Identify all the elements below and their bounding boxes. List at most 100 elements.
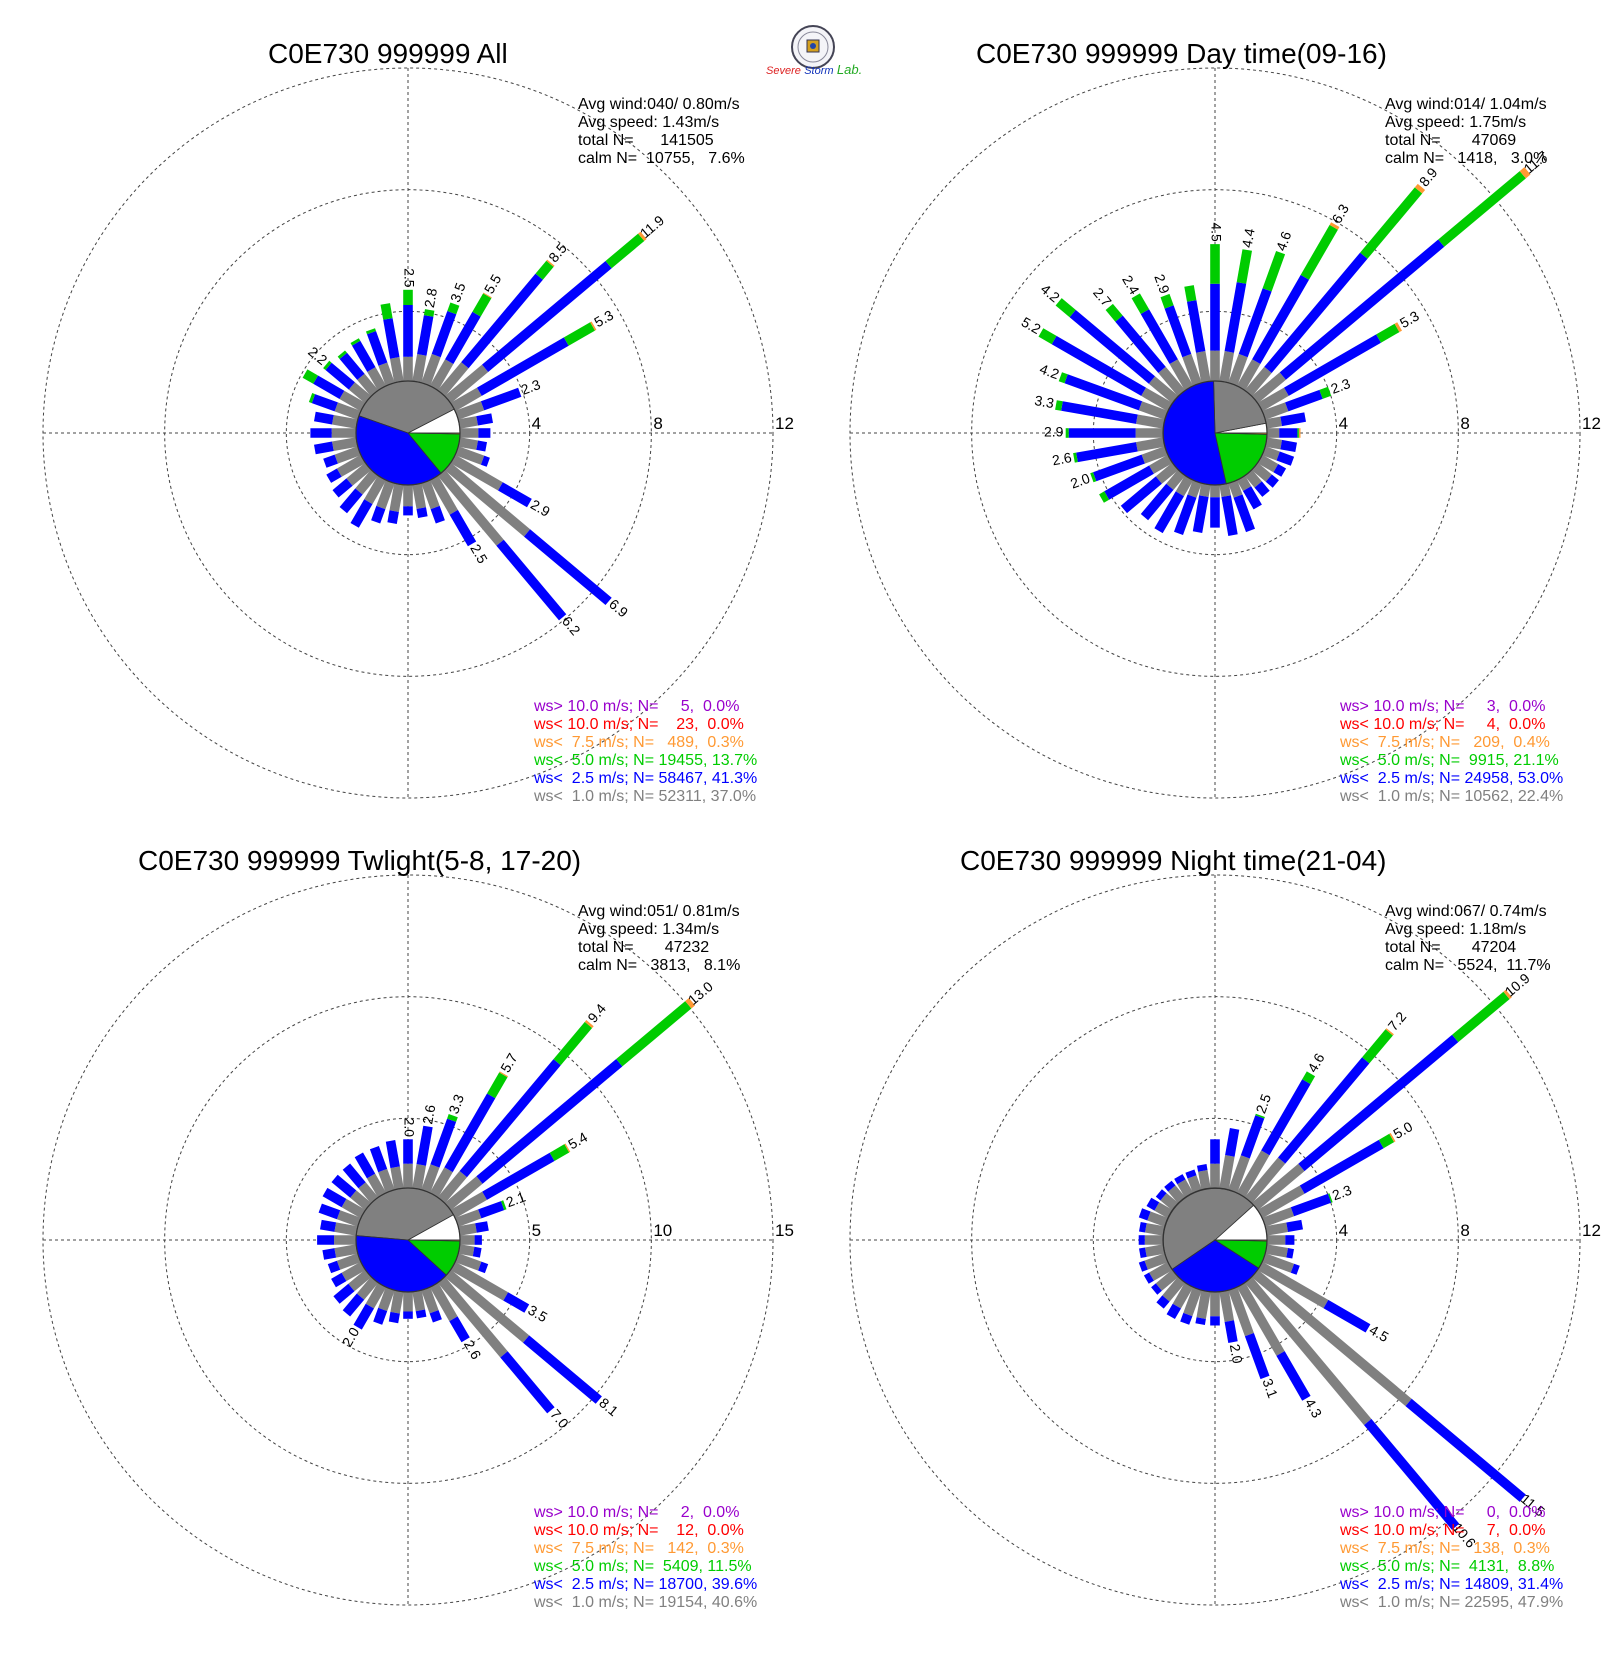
legend-entry-c6: ws> 10.0 m/s; N= 5, 0.0% [534, 698, 740, 715]
wind-bar-segment [342, 1293, 365, 1317]
wind-bar-segment [417, 315, 434, 356]
wind-bar-segment [472, 1246, 482, 1258]
wind-bar-segment [1182, 353, 1202, 386]
bar-value-label: 2.1 [504, 1188, 528, 1210]
wind-bar-segment [346, 462, 372, 486]
wind-bar-segment [1244, 1157, 1286, 1204]
bar-value-label: 3.5 [447, 280, 469, 304]
wind-bar-segment [616, 1001, 692, 1067]
bar-value-label: 2.5 [1252, 1092, 1274, 1116]
bar-value-label: 2.4 [1119, 272, 1143, 297]
bar-value-label: 4.4 [1239, 227, 1258, 249]
ring-circle [971, 996, 1459, 1484]
wind-bar-segment [1135, 428, 1163, 438]
wind-bar-segment [476, 1059, 623, 1184]
legend-entry-c3: ws< 5.0 m/s; N= 19455, 13.7% [534, 752, 758, 769]
wind-bar-segment [336, 1253, 361, 1270]
wind-bar-segment [412, 1290, 426, 1312]
ring-label: 4 [532, 414, 541, 433]
wind-bar-segment [1251, 462, 1272, 482]
wind-bar-segment [1151, 1283, 1162, 1295]
wind-bar-segment [1267, 428, 1280, 438]
wind-bar-segment [1438, 171, 1526, 247]
wind-bar-segment [503, 1292, 530, 1313]
bar-value-label: 5.3 [591, 307, 616, 331]
wind-bar-segment [317, 1235, 335, 1245]
wind-bar-segment [403, 506, 413, 516]
stat-calm-n: calm N= 5524, 11.7% [1385, 957, 1551, 974]
wind-bar-segment [385, 1140, 400, 1169]
wind-bar-segment [336, 454, 366, 477]
wind-bar-segment [421, 353, 441, 386]
wind-bar-segment [1360, 187, 1423, 259]
wind-bar-segment [1140, 483, 1174, 521]
bar-value-label: 4.3 [1302, 1396, 1326, 1421]
wind-bar-segment [341, 1198, 366, 1219]
pie-outline [1162, 1187, 1268, 1293]
wind-bar-segment [376, 480, 395, 510]
wind-bar-segment [455, 446, 485, 465]
wind-bar-segment [350, 338, 361, 346]
wind-bar-segment [334, 1244, 358, 1258]
bar-value-label: 5.7 [497, 1050, 521, 1075]
legend-entry-c2: ws< 2.5 m/s; N= 58467, 41.3% [534, 770, 758, 787]
legend-entry-c1: ws< 1.0 m/s; N= 10562, 22.4% [1340, 788, 1564, 805]
wind-bar-segment [1210, 1316, 1220, 1326]
wind-bar-segment [1141, 446, 1168, 464]
wind-bar-segment [429, 1282, 458, 1322]
ring-label: 15 [775, 1221, 794, 1240]
wind-bar-segment [365, 1282, 387, 1309]
wind-bar-segment [685, 998, 696, 1009]
wind-bar-segment [1064, 374, 1143, 411]
wind-bar-segment [1224, 1320, 1238, 1343]
legend-entry-c5: ws< 10.0 m/s; N= 4, 0.0% [1340, 716, 1546, 733]
wind-bar-segment [412, 483, 426, 509]
wind-bar-segment [1329, 222, 1340, 230]
ring-circle [164, 189, 652, 677]
wind-bar-segment [1174, 494, 1197, 535]
bar-value-label: 5.4 [565, 1129, 590, 1153]
wind-bar-segment [1224, 282, 1247, 353]
wind-bar-segment [1278, 1057, 1370, 1164]
wind-bar-segment [1180, 1312, 1193, 1325]
wind-bar-segment [450, 1191, 487, 1219]
wind-bar-segment [383, 318, 400, 359]
wind-bar-segment [1414, 183, 1426, 194]
wind-bar-segment [1319, 386, 1332, 399]
wind-bar-segment [1210, 485, 1220, 498]
wind-bar-segment [444, 1093, 496, 1173]
wind-bar-segment [455, 1209, 482, 1227]
legend-entry-c4: ws< 7.5 m/s; N= 489, 0.3% [534, 734, 744, 751]
wind-bar-segment [1195, 1317, 1206, 1325]
wind-bar-segment [325, 362, 355, 390]
wind-bar-segment [1290, 1263, 1300, 1275]
wind-bar-segment [1115, 315, 1166, 373]
wind-bar-segment [444, 1176, 483, 1211]
wind-bar-segment [1503, 989, 1512, 1000]
wind-bar-segment [367, 331, 388, 366]
wind-bar-segment [1197, 1164, 1208, 1172]
bar-value-label: 2.5 [467, 541, 491, 566]
wind-bar-segment [450, 454, 503, 491]
wind-bar-segment [1061, 401, 1138, 424]
wind-bar-segment [501, 1200, 507, 1211]
wind-bar-segment [605, 233, 645, 269]
wind-bar-segment [1265, 416, 1282, 429]
wind-bar-segment [1138, 401, 1168, 420]
bar-value-label: 2.6 [461, 1337, 485, 1362]
wind-bar-segment [480, 455, 490, 467]
legend-entry-c6: ws> 10.0 m/s; N= 3, 0.0% [1340, 698, 1546, 715]
wind-bar-segment [1221, 495, 1238, 536]
wind-bar-segment [1389, 1133, 1396, 1143]
wind-bar-segment [430, 505, 445, 524]
wind-bar-segment [1210, 497, 1220, 528]
wind-bar-segment [1228, 480, 1243, 498]
bar-value-label: 6.3 [1328, 201, 1352, 226]
wind-bar-segment [1300, 224, 1338, 280]
pie-outline [1162, 380, 1268, 486]
wind-bar-segment [1196, 351, 1211, 383]
wind-bar-segment [1273, 464, 1287, 477]
wind-bar-segment [455, 1253, 482, 1271]
ring-label: 4 [1339, 414, 1348, 433]
panel-title-day: C0E730 999999 Day time(09-16) [976, 38, 1387, 69]
